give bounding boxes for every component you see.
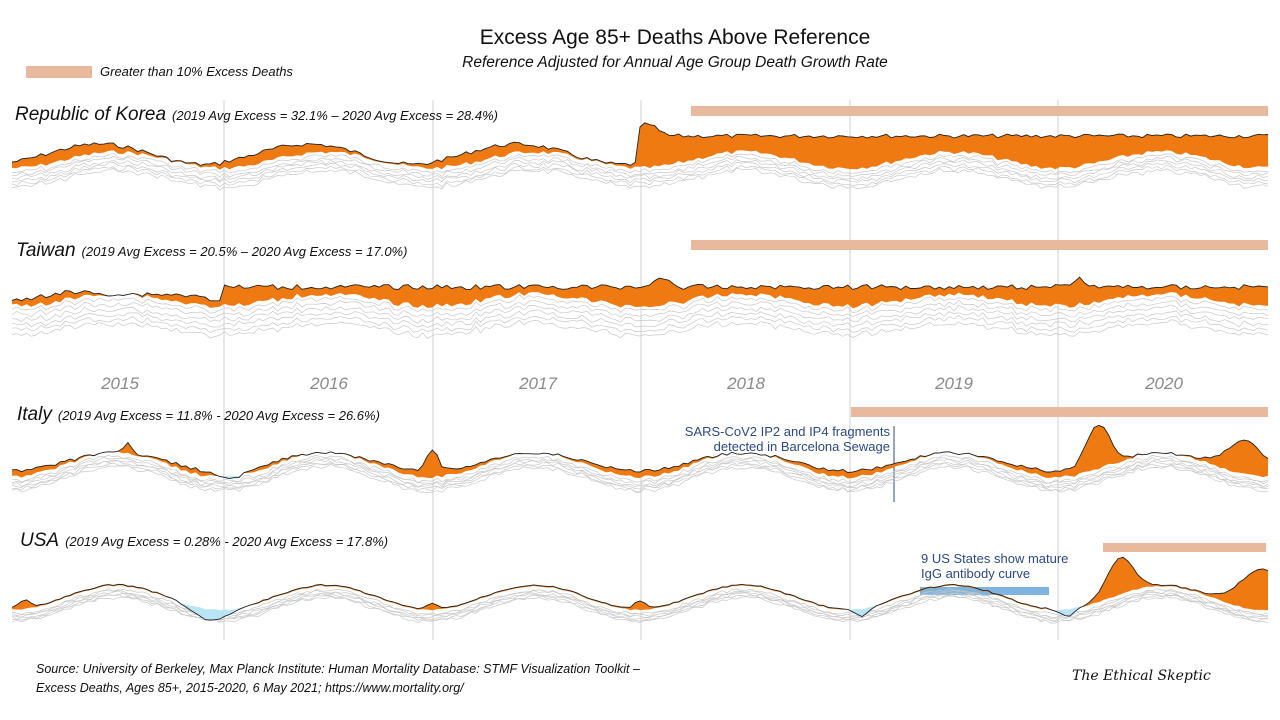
- excess-area-italy: [12, 425, 1268, 479]
- reference-line-italy: [11, 462, 1268, 493]
- reference-line-korea: [11, 167, 1269, 191]
- annotation-barcelona-sewage: SARS-CoV2 IP2 and IP4 fragments detected…: [685, 424, 890, 454]
- observed-line-korea: [11, 122, 1269, 166]
- year-label-2017: 2017: [519, 374, 557, 393]
- observed-line-taiwan: [11, 276, 1269, 302]
- reference-line-taiwan: [11, 299, 1269, 318]
- panel-name: USA: [20, 530, 60, 551]
- excess-area-korea: [12, 122, 1268, 170]
- annotation-line: IgG antibody curve: [921, 566, 1031, 581]
- reference-line-taiwan: [11, 314, 1269, 334]
- reference-line-korea: [11, 152, 1269, 174]
- panel-name: Taiwan: [16, 240, 76, 261]
- reference-line-usa: [11, 595, 1269, 624]
- excess-gt10-bar-usa: [1103, 543, 1266, 552]
- panel-title-italy: Italy (2019 Avg Excess = 11.8% - 2020 Avg…: [17, 404, 380, 426]
- year-label-2018: 2018: [727, 374, 765, 393]
- panel-subtitle: (2019 Avg Excess = 0.28% - 2020 Avg Exce…: [65, 534, 389, 549]
- reference-line-italy: [11, 464, 1269, 494]
- annotation-line: SARS-CoV2 IP2 and IP4 fragments: [684, 424, 890, 439]
- reference-line-korea: [11, 161, 1269, 184]
- year-label-2015: 2015: [101, 374, 139, 393]
- legend: Greater than 10% Excess Deaths: [26, 64, 293, 79]
- reference-line-korea: [11, 159, 1269, 182]
- excess-area-usa: [12, 557, 1268, 611]
- chart-title: Excess Age 85+ Deaths Above Reference: [479, 26, 871, 49]
- annotation-line: detected in Barcelona Sewage: [713, 439, 890, 454]
- reference-line-korea: [11, 164, 1269, 188]
- source-line: Source: University of Berkeley, Max Plan…: [36, 662, 640, 676]
- observed-line-usa: [11, 556, 1269, 621]
- brand-signature: The Ethical Skeptic: [1072, 668, 1211, 684]
- reference-line-italy: [11, 460, 1269, 490]
- panel-name: Republic of Korea: [15, 104, 167, 125]
- chart-subtitle: Reference Adjusted for Annual Age Group …: [462, 54, 888, 71]
- excess-gt10-bar-taiwan: [691, 240, 1268, 250]
- reference-line-taiwan: [11, 304, 1269, 324]
- panel-name: Italy: [17, 404, 52, 425]
- panel-subtitle: (2019 Avg Excess = 32.1% – 2020 Avg Exce…: [172, 108, 498, 123]
- source-note: Source: University of Berkeley, Max Plan…: [36, 660, 640, 698]
- reference-line-taiwan: [11, 294, 1268, 314]
- reference-line-usa: [11, 593, 1269, 623]
- panel-subtitle: (2019 Avg Excess = 11.8% - 2020 Avg Exce…: [57, 408, 380, 423]
- reference-line-taiwan: [11, 319, 1269, 339]
- year-label-2020: 2020: [1145, 374, 1183, 393]
- excess-gt10-bar-korea: [691, 106, 1268, 116]
- panel-title-korea: Republic of Korea (2019 Avg Excess = 32.1…: [15, 104, 498, 126]
- excess-gt10-bar-italy: [851, 407, 1268, 417]
- panel-subtitle: (2019 Avg Excess = 20.5% – 2020 Avg Exce…: [81, 244, 408, 259]
- year-label-2019: 2019: [935, 374, 973, 393]
- year-label-2016: 2016: [310, 374, 348, 393]
- annotation-line: 9 US States show mature: [921, 551, 1069, 566]
- excess-area-taiwan: [12, 277, 1268, 309]
- panel-title-taiwan: Taiwan (2019 Avg Excess = 20.5% – 2020 Av…: [16, 240, 407, 262]
- annotation-igg-antibody: 9 US States show mature IgG antibody cur…: [921, 551, 1068, 581]
- reference-line-usa: [11, 592, 1269, 621]
- reference-line-italy: [11, 454, 1269, 484]
- panel-title-usa: USA (2019 Avg Excess = 0.28% - 2020 Avg E…: [20, 530, 388, 552]
- reference-line-italy: [11, 457, 1269, 488]
- legend-swatch: [26, 65, 92, 78]
- source-line: Excess Deaths, Ages 85+, 2015-2020, 6 Ma…: [36, 681, 464, 695]
- reference-line-taiwan: [11, 309, 1269, 329]
- legend-label: Greater than 10% Excess Deaths: [100, 64, 293, 79]
- reference-line-korea: [11, 155, 1269, 178]
- observed-line-italy: [11, 424, 1269, 480]
